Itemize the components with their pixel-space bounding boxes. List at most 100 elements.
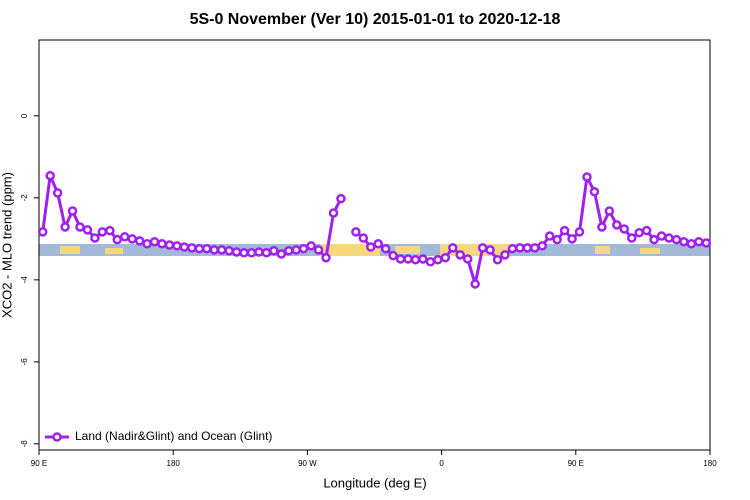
marker (626, 233, 637, 243)
marker (246, 248, 257, 258)
marker (291, 245, 301, 255)
marker (179, 242, 190, 252)
marker (537, 241, 547, 251)
marker (500, 250, 510, 260)
marker (336, 193, 346, 204)
y-tick-label: -8 (20, 440, 29, 448)
marker (127, 234, 137, 244)
marker (187, 243, 197, 253)
y-tick-label: 0 (20, 113, 29, 118)
marker (269, 245, 279, 256)
marker (224, 245, 234, 256)
marker (358, 233, 369, 243)
marker (119, 232, 130, 242)
marker (194, 243, 205, 254)
marker (216, 245, 227, 255)
marker (105, 225, 115, 236)
marker (686, 239, 697, 249)
x-tick-label: 180 (703, 459, 717, 468)
marker (202, 243, 212, 254)
marker (679, 236, 689, 247)
marker (507, 243, 518, 254)
marker (75, 222, 85, 232)
marker (597, 222, 607, 232)
marker (172, 241, 182, 251)
chart-title: 5S-0 November (Ver 10) 2015-01-01 to 202… (190, 11, 561, 28)
marker (261, 248, 272, 258)
marker (641, 225, 652, 236)
marker (448, 243, 458, 253)
marker (313, 245, 324, 255)
marker (492, 255, 503, 265)
legend-label: Land (Nadir&Glint) and Ocean (Glint) (75, 429, 272, 443)
marker (209, 245, 219, 255)
marker (574, 227, 585, 237)
marker (231, 247, 242, 257)
marker (306, 241, 316, 251)
marker (425, 257, 436, 267)
marker (671, 234, 682, 245)
marker (134, 236, 145, 246)
y-axis-label: XCO2 - MLO trend (ppm) (0, 172, 14, 318)
marker (582, 172, 592, 182)
marker (477, 243, 488, 253)
marker (410, 255, 421, 265)
marker (67, 206, 78, 216)
x-axis-label: Longitude (deg E) (323, 475, 426, 490)
marker (530, 243, 540, 253)
x-tick-label: 0 (439, 459, 444, 468)
marker (522, 243, 533, 253)
marker (373, 239, 383, 249)
marker (656, 231, 667, 241)
marker (418, 254, 428, 264)
marker (90, 233, 100, 243)
y-tick-label: -6 (20, 358, 29, 366)
marker (157, 239, 167, 249)
marker (440, 252, 451, 263)
x-tick-label: 180 (167, 459, 181, 468)
marker (470, 279, 480, 289)
marker (321, 252, 331, 263)
marker (239, 248, 249, 258)
legend-marker (52, 432, 62, 442)
marker (82, 225, 93, 235)
marker (485, 245, 495, 255)
marker (589, 186, 600, 197)
marker (567, 234, 577, 244)
marker (366, 242, 376, 252)
marker (254, 247, 264, 257)
marker (619, 224, 630, 234)
marker (649, 234, 659, 245)
x-tick-label: 90 E (568, 459, 584, 468)
marker (403, 254, 413, 264)
marker (351, 227, 361, 237)
marker (149, 236, 160, 247)
marker (634, 227, 644, 238)
marker (701, 238, 712, 248)
marker (395, 254, 406, 264)
marker (552, 234, 562, 245)
marker (380, 243, 391, 254)
marker (284, 245, 294, 256)
marker (544, 231, 555, 241)
marker (462, 254, 473, 264)
marker (604, 206, 615, 216)
marker (559, 225, 570, 236)
y-tick-label: -4 (20, 276, 29, 284)
marker (298, 243, 309, 254)
marker (455, 250, 465, 260)
marker (112, 234, 123, 245)
marker (694, 236, 704, 247)
y-tick-label: -2 (20, 194, 29, 202)
marker (142, 239, 152, 249)
series-line (41, 170, 707, 285)
marker (433, 255, 443, 265)
marker (45, 170, 55, 181)
marker (52, 188, 63, 198)
marker (388, 250, 398, 261)
marker (515, 243, 525, 253)
marker (664, 233, 674, 243)
x-tick-label: 90 E (31, 459, 47, 468)
